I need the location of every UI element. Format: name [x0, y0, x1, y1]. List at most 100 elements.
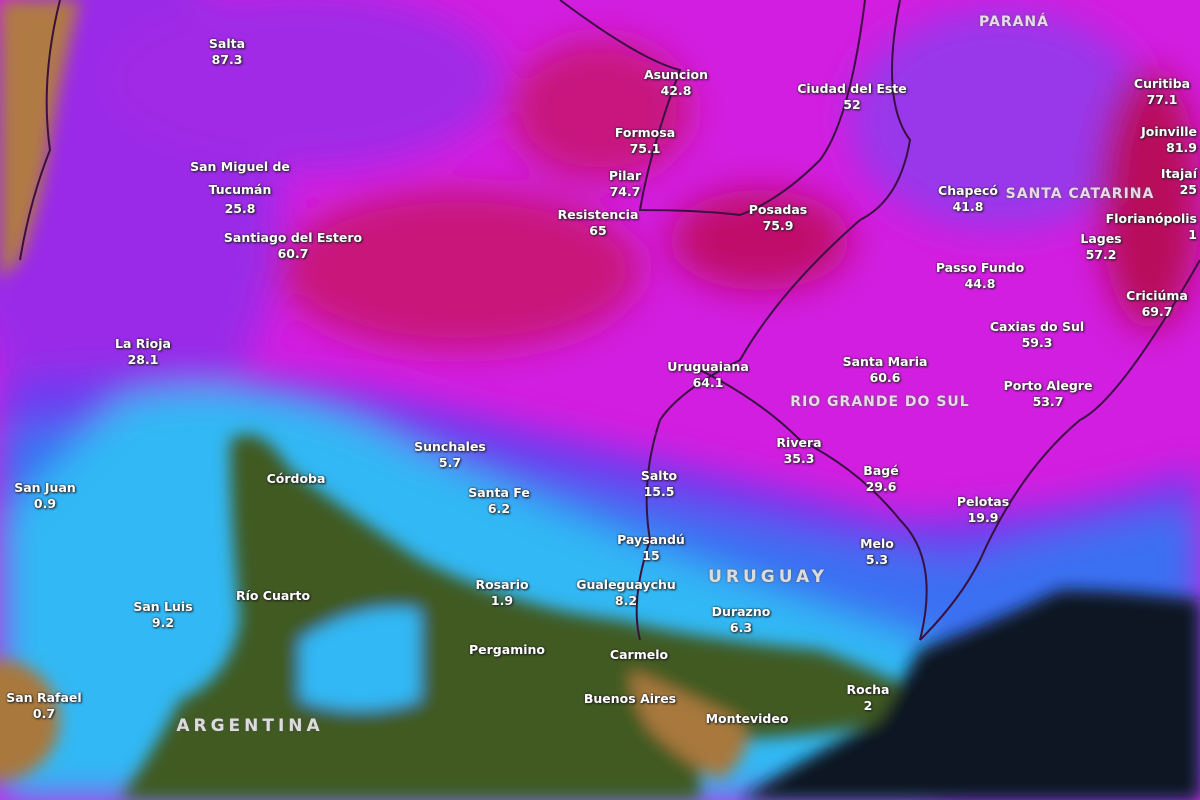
city-label: Santiago del Estero 60.7: [224, 230, 362, 262]
precip-value: 25.8: [224, 201, 256, 216]
city-name: Bagé: [863, 463, 899, 478]
precip-value: 69.7: [1141, 304, 1173, 319]
city-name: Paysandú: [617, 532, 685, 547]
city-name: Melo: [860, 536, 894, 551]
city-label: Pilar 74.7: [609, 168, 641, 200]
precip-value: 19.9: [967, 510, 999, 525]
city-name: Curitiba: [1133, 76, 1191, 91]
city-label: Itajaí 25: [1161, 166, 1197, 198]
city-label: Joinville 81.9: [1141, 124, 1197, 156]
region-label-parana: PARANÁ: [979, 14, 1049, 30]
city-label: Santa Maria 60.6: [843, 354, 928, 386]
city-label: Pergamino: [469, 642, 545, 658]
city-label: Porto Alegre 53.7: [1004, 378, 1093, 410]
city-name: San Juan: [14, 480, 76, 495]
city-label: Salta 87.3: [209, 36, 245, 68]
city-name: Formosa: [614, 125, 676, 140]
city-label: Uruguaiana 64.1: [667, 359, 749, 391]
city-label: Bagé 29.6: [863, 463, 898, 495]
city-name: Pilar: [608, 168, 642, 183]
city-label: San Luis 9.2: [133, 599, 192, 631]
city-name: Salta: [208, 36, 246, 51]
city-label: San Juan 0.9: [14, 480, 76, 512]
city-name: La Rioja: [115, 336, 171, 351]
city-name: Joinville: [1141, 124, 1197, 139]
city-name: Porto Alegre: [1003, 378, 1093, 393]
city-name: Chapecó: [938, 183, 998, 198]
city-name: Florianópolis: [1105, 211, 1197, 226]
city-label: Rocha 2: [847, 682, 890, 714]
city-name: Santiago del Estero: [223, 230, 363, 245]
precip-value: 0.7: [32, 706, 56, 721]
city-label: Córdoba: [267, 471, 326, 487]
precip-value: 74.7: [609, 184, 641, 199]
precip-value: 64.1: [692, 375, 724, 390]
city-name: Santa Maria: [842, 354, 928, 369]
precip-value: 81.9: [1166, 140, 1197, 155]
city-label: Pelotas 19.9: [957, 494, 1009, 526]
city-name: Córdoba: [266, 471, 326, 486]
precip-value: 77.1: [1146, 92, 1178, 107]
city-name: Rosario: [475, 577, 529, 592]
precip-value: 29.6: [865, 479, 897, 494]
city-label: Lages 57.2: [1080, 231, 1121, 263]
precip-value: 59.3: [1021, 335, 1053, 350]
precip-value: 15.5: [643, 484, 675, 499]
city-label: Melo 5.3: [860, 536, 894, 568]
precip-value: 75.1: [629, 141, 661, 156]
precip-value: 35.3: [783, 451, 815, 466]
city-label: Curitiba 77.1: [1134, 76, 1190, 108]
city-label: Carmelo: [610, 647, 668, 663]
city-label: Sunchales 5.7: [414, 439, 486, 471]
city-name: Durazno: [711, 604, 771, 619]
city-name: Lages: [1080, 231, 1122, 246]
precip-value: 53.7: [1032, 394, 1064, 409]
precip-value: 65: [589, 223, 607, 238]
city-label: Florianópolis 1: [1106, 211, 1197, 243]
region-label-rio-grande-do-sul: RIO GRANDE DO SUL: [790, 394, 970, 410]
precip-value: 41.8: [952, 199, 984, 214]
precip-value: 44.8: [964, 276, 996, 291]
city-label: Posadas 75.9: [749, 202, 807, 234]
city-label: Passo Fundo 44.8: [936, 260, 1024, 292]
city-label: Montevideo: [706, 711, 789, 727]
city-label: Caxias do Sul 59.3: [990, 319, 1084, 351]
precip-value: 5.7: [438, 455, 462, 470]
city-name: Montevideo: [705, 711, 789, 726]
precip-value: 28.1: [127, 352, 159, 367]
city-label: San Rafael 0.7: [6, 690, 81, 722]
precip-value: 25: [1179, 182, 1197, 197]
city-name: Rivera: [776, 435, 822, 450]
precip-value: 60.6: [869, 370, 901, 385]
city-name: Río Cuarto: [235, 588, 311, 603]
precip-value: 57.2: [1085, 247, 1117, 262]
city-label: Durazno 6.3: [712, 604, 771, 636]
city-label: Criciúma 69.7: [1126, 288, 1188, 320]
precip-value: 60.7: [277, 246, 309, 261]
city-name: Sunchales: [414, 439, 486, 454]
border-lines: [19, 0, 1200, 641]
city-name: Itajaí: [1160, 166, 1197, 181]
city-label: Chapecó 41.8: [938, 183, 998, 215]
precip-value: 75.9: [762, 218, 794, 233]
city-name: Posadas: [748, 202, 808, 217]
city-label: Gualeguaychu 8.2: [576, 577, 676, 609]
city-label: Ciudad del Este 52: [797, 81, 907, 113]
city-name: Pelotas: [956, 494, 1010, 509]
city-label: San Miguel de Tucumán 25.8: [180, 155, 300, 217]
city-name: Carmelo: [609, 647, 669, 662]
city-name: San Rafael: [6, 690, 82, 705]
city-name: Gualeguaychu: [576, 577, 676, 592]
city-label: Asuncion 42.8: [644, 67, 708, 99]
city-label: Buenos Aires: [584, 691, 676, 707]
city-name: Criciúma: [1126, 288, 1188, 303]
region-label-argentina: ARGENTINA: [176, 716, 324, 736]
precip-value: 52: [843, 97, 861, 112]
precip-value: 2: [863, 698, 873, 713]
city-name: Buenos Aires: [583, 691, 677, 706]
city-name: Asuncion: [643, 67, 709, 82]
region-label-uruguay: URUGUAY: [708, 567, 828, 587]
city-label: Río Cuarto: [236, 588, 310, 604]
